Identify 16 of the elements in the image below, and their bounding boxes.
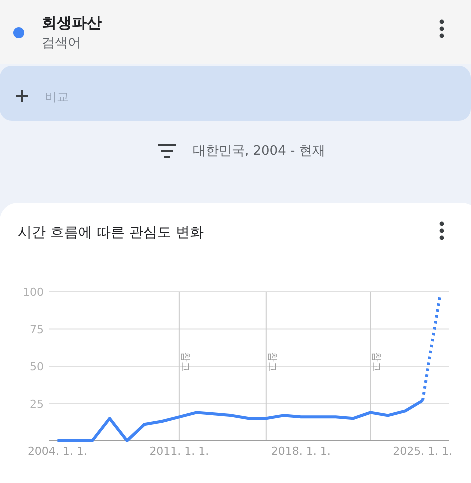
y-tick-label: 50 bbox=[30, 360, 44, 374]
text: 비교 bbox=[45, 90, 69, 104]
legend-label: 회생파산 bbox=[42, 14, 102, 32]
ref-line-label: 참고 bbox=[179, 352, 190, 372]
chart-subtitle: 대한민국, 2004 - 현재 bbox=[193, 144, 326, 159]
y-tick-label: 100 bbox=[23, 286, 44, 299]
x-tick-label: 2018. 1. 1. bbox=[271, 445, 331, 458]
ref-line-label: 참고 bbox=[266, 352, 278, 372]
chart-title: 시간 흐름에 따른 관심도 변화 bbox=[18, 225, 204, 241]
x-tick-label: 2025. 1. 1. bbox=[393, 445, 453, 458]
x-tick-label: 2011. 1. 1. bbox=[150, 445, 210, 458]
y-tick-label: 75 bbox=[30, 323, 44, 336]
ref-line-label: 참고 bbox=[370, 352, 382, 372]
y-tick-label: 25 bbox=[30, 398, 44, 411]
text: 검색어 bbox=[42, 36, 81, 51]
x-tick-label: 2004. 1. 1. bbox=[28, 445, 88, 458]
